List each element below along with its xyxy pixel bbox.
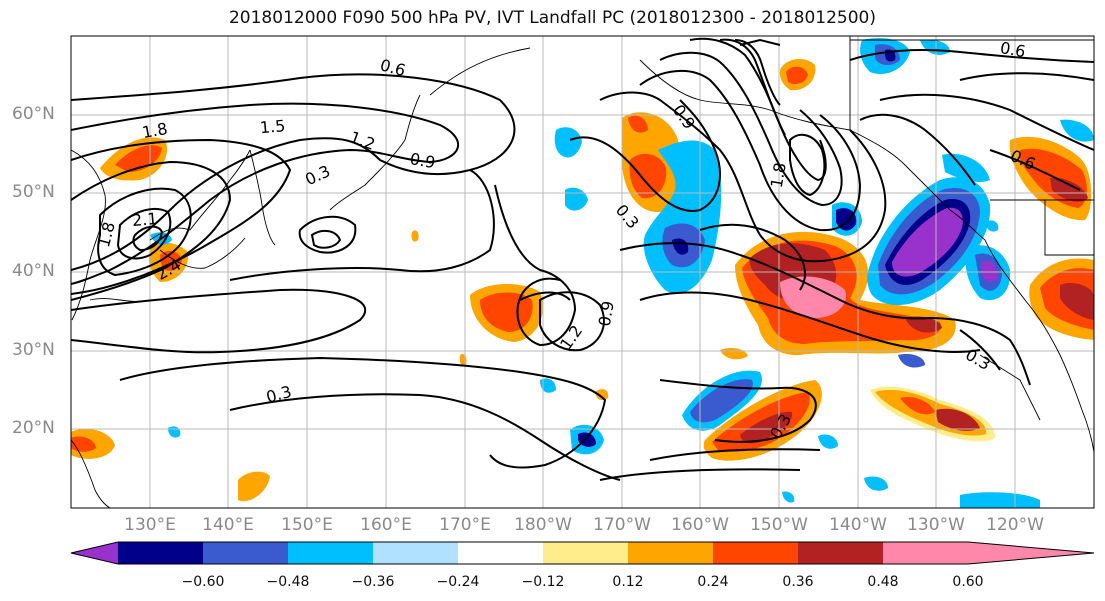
lon-label: 140°E (202, 515, 254, 535)
anomaly-positive (786, 66, 808, 84)
colorbar-tick-label: 0.12 (612, 574, 644, 590)
anomaly-negative (864, 476, 888, 491)
lon-label: 140°W (829, 515, 887, 535)
anomaly-negative (643, 140, 722, 294)
lon-label: 170°W (593, 515, 651, 535)
colorbar-segment (288, 542, 373, 564)
contour-label: 1.5 (259, 116, 286, 137)
colorbar-tick-label: 0.48 (867, 574, 899, 590)
colorbar-min-arrow (71, 542, 118, 564)
anomaly-negative (892, 207, 963, 277)
contour-label: 0.9 (595, 299, 618, 327)
lat-label: 60°N (12, 104, 55, 124)
contour-label: 0.9 (408, 149, 436, 172)
contour-label: 2.1 (131, 209, 158, 230)
map-frame (70, 35, 1095, 509)
coastlines (71, 36, 1094, 508)
colorbar-max-arrow (968, 542, 1094, 564)
colorbar-tick-label: 0.36 (782, 574, 814, 590)
anomaly-positive (780, 276, 846, 318)
anomaly-negative (836, 208, 857, 231)
lat-label: 50°N (12, 182, 55, 202)
colorbar-tick-label: −0.24 (436, 574, 480, 590)
contour-label: 1.8 (141, 119, 169, 142)
lat-label: 30°N (12, 340, 55, 360)
lat-label: 20°N (12, 418, 55, 438)
lon-label: 180°W (514, 515, 572, 535)
colorbar-segment (203, 542, 288, 564)
colorbar-tick-label: −0.12 (521, 574, 565, 590)
colorbar (70, 541, 1095, 565)
anomaly-positive (595, 389, 609, 400)
lon-label: 150°W (750, 515, 808, 535)
lon-label: 160°E (360, 515, 412, 535)
colorbar-segment (543, 542, 628, 564)
colorbar-segment (118, 542, 203, 564)
anomaly-negative (960, 492, 1040, 508)
lon-label: 130°E (124, 515, 176, 535)
anomaly-negative (818, 434, 838, 449)
lon-label: 170°E (439, 515, 491, 535)
lon-label: 120°W (986, 515, 1044, 535)
anomaly-negative (540, 378, 556, 393)
contour-label: 0.6 (999, 38, 1027, 61)
anomaly-negative (578, 432, 596, 447)
anomaly-negative (690, 379, 753, 423)
lon-label: 150°E (281, 515, 333, 535)
anomaly-positive (411, 230, 419, 242)
anomaly-negative (942, 153, 990, 183)
anomaly-positive (629, 153, 667, 199)
pv-contours (71, 37, 1094, 481)
colorbar-tick-label: 0.24 (697, 574, 729, 590)
colorbar-tick-label: −0.36 (351, 574, 395, 590)
anomaly-positive (1060, 283, 1094, 320)
plot-title: 2018012000 F090 500 hPa PV, IVT Landfall… (228, 8, 876, 28)
anomaly-negative (982, 260, 998, 282)
anomaly-negative (782, 491, 795, 503)
anomaly-negative (554, 127, 582, 158)
colorbar-tick-label: −0.48 (266, 574, 310, 590)
anomaly-positive (1050, 177, 1088, 202)
colorbar-segment (628, 542, 713, 564)
colorbar-segment (458, 542, 543, 564)
colorbar-tick-label: −0.60 (181, 574, 225, 590)
anomaly-positive (238, 471, 270, 502)
anomaly-positive (900, 396, 935, 415)
anomaly-positive (628, 115, 648, 133)
colorbar-segment (713, 542, 798, 564)
colorbar-tick-label: 0.60 (952, 574, 984, 590)
colorbar-segment (798, 542, 883, 564)
anomaly-positive (935, 408, 980, 431)
anomaly-positive (905, 316, 942, 333)
anomaly-negative (985, 220, 999, 232)
colorbar-segment (373, 542, 458, 564)
contour-label: 1.8 (767, 161, 790, 189)
anomaly-negative (1060, 119, 1094, 142)
lon-label: 160°W (671, 515, 729, 535)
anomaly-negative (898, 354, 925, 368)
colorbar-segment (883, 542, 968, 564)
lon-label: 130°W (907, 515, 965, 535)
lat-label: 40°N (12, 261, 55, 281)
